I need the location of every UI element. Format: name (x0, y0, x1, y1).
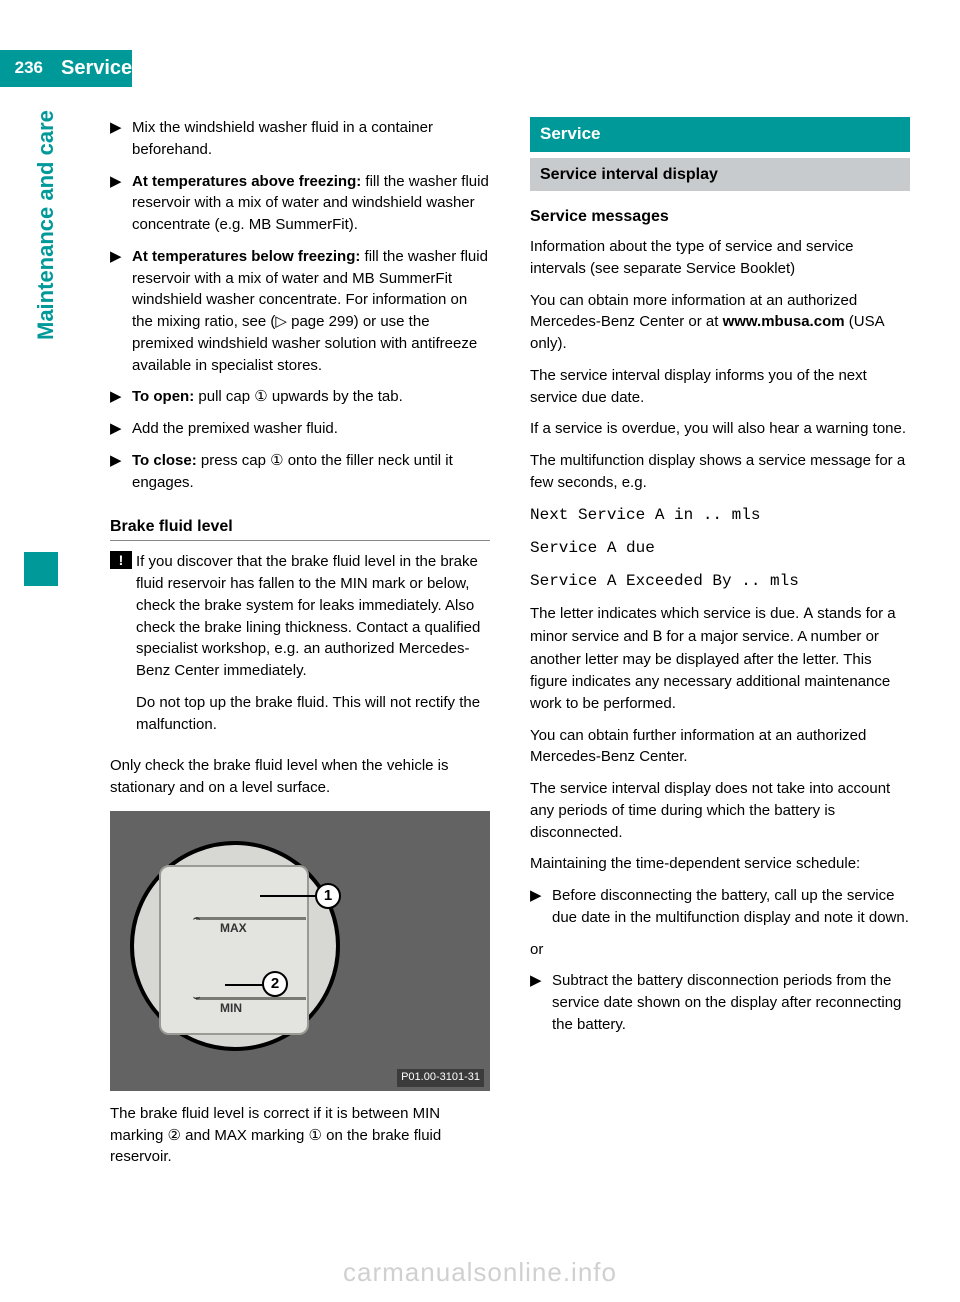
paragraph: The service interval display informs you… (530, 365, 910, 409)
paragraph: The service interval display does not ta… (530, 778, 910, 843)
bold-lead: At temperatures below freezing: (132, 248, 360, 265)
url-text: www.mbusa.com (723, 313, 845, 330)
paragraph: If a service is overdue, you will also h… (530, 418, 910, 440)
service-section-bar: Service (530, 117, 910, 152)
callout-1: 1 (315, 883, 341, 909)
mono-inline: B (653, 628, 663, 646)
brake-fluid-figure: ⌢ MAX ⌣ MIN 1 2 P01.00-3101-31 (110, 811, 490, 1091)
or-separator: or (530, 939, 910, 961)
paragraph: Maintaining the time-dependent service s… (530, 853, 910, 875)
leader-line (225, 984, 265, 986)
bullet-icon: ▶ (110, 171, 132, 236)
side-tab: Maintenance and care (30, 110, 62, 340)
list-item-text: Mix the windshield washer fluid in a con… (132, 117, 490, 161)
list-item-text: Add the premixed washer fluid. (132, 418, 490, 440)
content-columns: ▶ Mix the windshield washer fluid in a c… (110, 117, 910, 1178)
list-item-text: At temperatures below freezing: fill the… (132, 246, 490, 377)
paragraph: Information about the type of service an… (530, 236, 910, 280)
paragraph: Do not top up the brake fluid. This will… (136, 692, 490, 736)
paragraph: You can obtain more information at an au… (530, 290, 910, 355)
list-item: ▶ At temperatures above freezing: fill t… (110, 171, 490, 236)
bullet-icon: ▶ (530, 885, 552, 929)
list-item-text: Subtract the battery disconnection perio… (552, 970, 910, 1035)
min-label: MIN (220, 1001, 242, 1015)
mono-inline: A (803, 605, 813, 623)
list-item-text: At temperatures above freezing: fill the… (132, 171, 490, 236)
callout-2: 2 (262, 971, 288, 997)
paragraph: Only check the brake fluid level when th… (110, 755, 490, 799)
max-line: ⌢ MAX (196, 917, 306, 937)
bullet-icon: ▶ (110, 450, 132, 494)
list-item: ▶ Mix the windshield washer fluid in a c… (110, 117, 490, 161)
text: pull cap ① upwards by the tab. (194, 388, 403, 405)
display-message: Service A due (530, 537, 910, 560)
page: 236 Service Maintenance and care ▶ Mix t… (0, 0, 960, 1302)
display-message: Next Service A in .. mls (530, 504, 910, 527)
bold-lead: At temperatures above freezing: (132, 173, 361, 190)
list-item-text: To close: press cap ① onto the filler ne… (132, 450, 490, 494)
text: fill the washer fluid reservoir with a m… (132, 248, 488, 374)
display-message: Service A Exceeded By .. mls (530, 570, 910, 593)
right-column: Service Service interval display Service… (530, 117, 910, 1178)
list-item: ▶ To close: press cap ① onto the filler … (110, 450, 490, 494)
service-interval-bar: Service interval display (530, 158, 910, 191)
figure-reference: P01.00-3101-31 (397, 1069, 484, 1087)
list-item: ▶ To open: pull cap ① upwards by the tab… (110, 386, 490, 408)
bold-lead: To open: (132, 388, 194, 405)
caution-icon: ! (110, 551, 132, 569)
brake-fluid-heading: Brake fluid level (110, 515, 490, 541)
header-bar: 236 Service (110, 50, 910, 87)
bullet-icon: ▶ (110, 117, 132, 161)
bullet-icon: ▶ (530, 970, 552, 1035)
list-item-text: Before disconnecting the battery, call u… (552, 885, 910, 929)
list-item: ▶ Subtract the battery disconnection per… (530, 970, 910, 1035)
figure-caption: The brake fluid level is correct if it i… (110, 1103, 490, 1168)
side-tab-square (24, 552, 58, 586)
list-item: ▶ Add the premixed washer fluid. (110, 418, 490, 440)
max-label: MAX (220, 921, 247, 935)
list-item: ▶ Before disconnecting the battery, call… (530, 885, 910, 929)
left-column: ▶ Mix the windshield washer fluid in a c… (110, 117, 490, 1178)
header-title: Service (55, 50, 132, 87)
min-line: ⌣ MIN (196, 997, 306, 1017)
bold-lead: To close: (132, 452, 197, 469)
reservoir-body: ⌢ MAX ⌣ MIN (159, 865, 309, 1035)
reservoir-circle: ⌢ MAX ⌣ MIN (130, 841, 340, 1051)
leader-line (260, 895, 318, 897)
paragraph: The letter indicates which service is du… (530, 603, 910, 715)
watermark: carmanualsonline.info (0, 1254, 960, 1292)
bullet-icon: ▶ (110, 386, 132, 408)
bullet-icon: ▶ (110, 246, 132, 377)
bullet-icon: ▶ (110, 418, 132, 440)
list-item-text: To open: pull cap ① upwards by the tab. (132, 386, 490, 408)
service-messages-heading: Service messages (530, 205, 910, 228)
warning-block: ! If you discover that the brake fluid l… (110, 551, 490, 745)
page-number: 236 (0, 50, 55, 87)
paragraph: If you discover that the brake fluid lev… (136, 551, 490, 682)
paragraph: You can obtain further information at an… (530, 725, 910, 769)
text: The letter indicates which service is du… (530, 605, 803, 622)
warning-text: If you discover that the brake fluid lev… (136, 551, 490, 745)
list-item: ▶ At temperatures below freezing: fill t… (110, 246, 490, 377)
paragraph: The multifunction display shows a servic… (530, 450, 910, 494)
